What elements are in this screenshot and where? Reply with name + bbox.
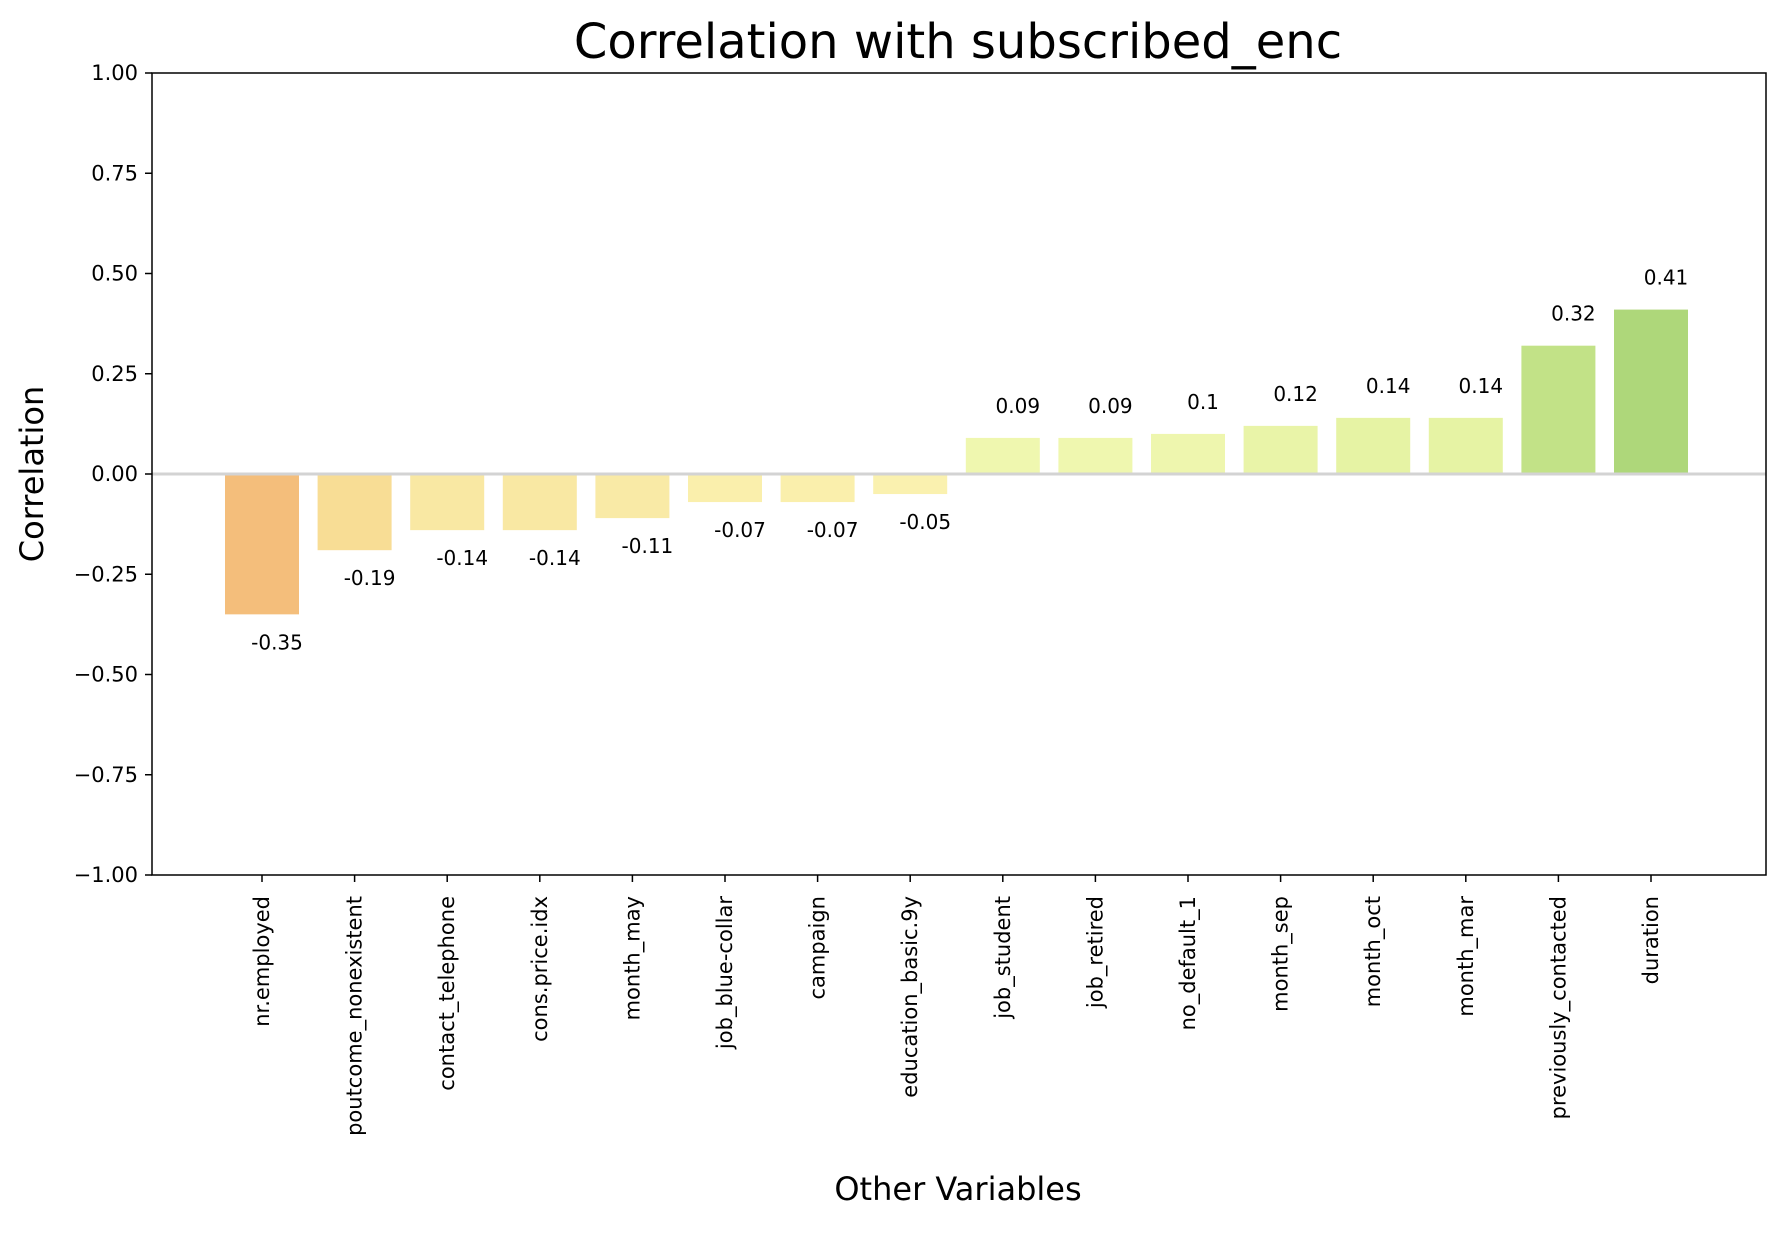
value-label-5: -0.07	[714, 518, 766, 542]
x-axis: nr.employed poutcome_nonexistent contact_t…	[250, 875, 1663, 1136]
value-label-2: -0.14	[436, 546, 488, 570]
category-label-1: poutcome_nonexistent	[343, 896, 368, 1136]
bars-group	[225, 309, 1688, 615]
y-tick-label-8: 1.00	[91, 61, 138, 85]
bar-3	[502, 474, 577, 531]
category-label-0: nr.employed	[250, 896, 274, 1027]
bar-0	[225, 474, 299, 615]
bar-7	[873, 474, 948, 495]
value-label-3: -0.14	[529, 546, 581, 570]
bar-5	[688, 474, 762, 503]
bar-1	[317, 474, 392, 551]
category-label-12: month_oct	[1361, 896, 1386, 1007]
category-label-2: contact_telephone	[435, 896, 460, 1091]
value-label-6: -0.07	[807, 518, 859, 542]
x-axis-title: Other Variables	[834, 1170, 1081, 1208]
category-label-11: month_sep	[1269, 896, 1294, 1012]
bar-12	[1336, 417, 1411, 474]
y-tick-label-3: −0.25	[74, 562, 138, 586]
category-label-7: education_basic.9y	[898, 896, 923, 1098]
category-label-13: month_mar	[1454, 896, 1479, 1017]
value-label-4: -0.11	[622, 534, 674, 558]
category-label-5: job_blue-collar	[713, 896, 738, 1050]
y-tick-label-4: 0.00	[91, 462, 138, 486]
value-label-7: -0.05	[899, 510, 951, 534]
bar-14	[1521, 345, 1596, 474]
bar-10	[1151, 433, 1225, 474]
bar-13	[1428, 417, 1503, 474]
value-label-15: 0.41	[1644, 266, 1689, 290]
value-labels-group: -0.35 -0.19 -0.14 -0.14 -0.11 -0.07 -0.07 -0.05…	[251, 266, 1688, 655]
value-label-9: 0.09	[1088, 394, 1133, 418]
chart-title: Correlation with subscribed_enc	[574, 14, 1342, 70]
category-label-3: cons.price.idx	[528, 896, 552, 1042]
bar-9	[1058, 437, 1133, 474]
category-label-10: no_default_1	[1176, 896, 1201, 1030]
category-label-4: month_may	[620, 896, 645, 1020]
bar-15	[1614, 309, 1688, 474]
value-label-8: 0.09	[996, 394, 1041, 418]
y-tick-label-0: −1.00	[74, 863, 138, 887]
value-label-1: -0.19	[344, 566, 396, 590]
value-label-11: 0.12	[1273, 382, 1318, 406]
category-label-15: duration	[1639, 896, 1663, 984]
y-tick-label-2: −0.50	[74, 663, 138, 687]
category-label-14: previously_contacted	[1546, 896, 1571, 1119]
bar-8	[965, 437, 1040, 474]
y-axis-title: Correlation	[13, 386, 51, 562]
category-label-8: job_student	[991, 896, 1016, 1020]
y-tick-label-1: −0.75	[74, 763, 138, 787]
y-tick-label-5: 0.25	[91, 362, 138, 386]
value-label-14: 0.32	[1551, 302, 1596, 326]
value-label-12: 0.14	[1366, 374, 1411, 398]
bar-4	[595, 474, 670, 519]
value-label-10: 0.1	[1187, 390, 1219, 414]
bar-11	[1243, 425, 1318, 474]
y-axis: −1.00 −0.75 −0.50 −0.25 0.00 0.25 0.50 0.75 1.00	[74, 61, 152, 887]
y-tick-label-7: 0.75	[91, 161, 138, 185]
category-label-9: job_retired	[1083, 896, 1108, 1009]
bar-2	[410, 474, 485, 531]
value-label-13: 0.14	[1459, 374, 1504, 398]
value-label-0: -0.35	[251, 630, 303, 654]
y-tick-label-6: 0.50	[91, 262, 138, 286]
category-label-6: campaign	[806, 896, 830, 1000]
bar-6	[780, 474, 855, 503]
